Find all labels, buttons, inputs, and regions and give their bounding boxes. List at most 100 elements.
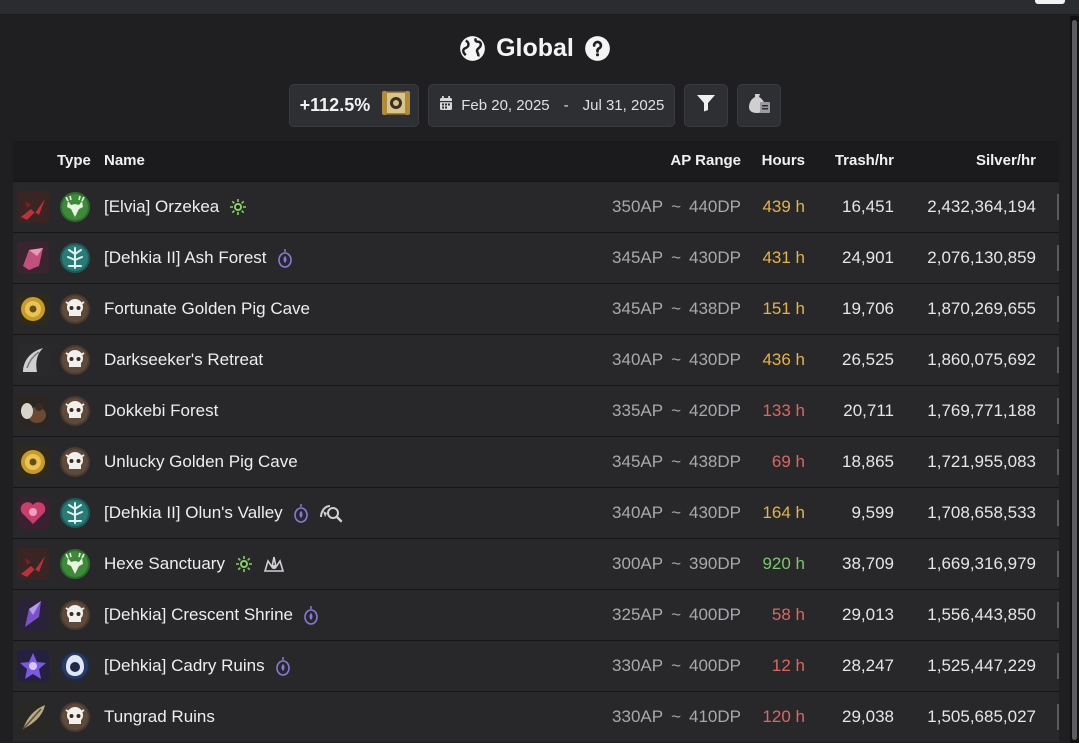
- table-row[interactable]: [Dehkia II] Olun's Valley 340AP ~ 430DP …: [13, 487, 1059, 538]
- table-row[interactable]: Unlucky Golden Pig Cave 345AP ~ 438DP 69…: [13, 436, 1059, 487]
- date-separator: -: [563, 97, 569, 114]
- table-row[interactable]: [Dehkia] Cadry Ruins 330AP ~ 400DP 12 h …: [13, 640, 1059, 691]
- table-row[interactable]: Fortunate Golden Pig Cave 345AP ~ 438DP …: [13, 283, 1059, 334]
- ap-value: 325AP: [612, 605, 664, 624]
- scroll-icon: [380, 88, 412, 123]
- silver-per-hour: 1,669,316,979: [927, 554, 1036, 573]
- feather-icon: [16, 692, 50, 742]
- row-divider: [1057, 347, 1059, 373]
- skull-type-icon: [59, 284, 91, 334]
- dp-value: 400DP: [689, 656, 741, 675]
- green-sun-icon: [229, 198, 247, 216]
- top-bar: [0, 0, 1079, 15]
- date-range-picker[interactable]: Feb 20, 2025 - Jul 31, 2025: [428, 84, 676, 127]
- silver-per-hour: 1,556,443,850: [927, 605, 1036, 624]
- ap-range: 340AP ~ 430DP: [612, 335, 741, 385]
- hours-value: 12 h: [771, 656, 805, 675]
- row-divider: [1057, 602, 1059, 628]
- silver-per-hour: 1,708,658,533: [927, 503, 1036, 522]
- spot-name[interactable]: Dokkebi Forest: [104, 386, 218, 436]
- skull-type-icon: [59, 386, 91, 436]
- trash-per-hour: 24,901: [842, 248, 894, 267]
- spot-name-text: Unlucky Golden Pig Cave: [104, 452, 298, 471]
- ap-value: 330AP: [612, 707, 664, 726]
- col-ap-range-header[interactable]: AP Range: [670, 152, 741, 169]
- hours-value: 431 h: [762, 248, 805, 267]
- col-type-header[interactable]: Type: [57, 152, 91, 169]
- spot-name-text: [Dehkia] Cadry Ruins: [104, 656, 265, 675]
- range-separator: ~: [671, 452, 682, 471]
- table-row[interactable]: [Dehkia II] Ash Forest 345AP ~ 430DP 431…: [13, 232, 1059, 283]
- gray-search-icon: [319, 503, 343, 523]
- trash-per-hour: 19,706: [842, 299, 894, 318]
- range-separator: ~: [671, 401, 682, 420]
- ap-value: 345AP: [612, 299, 664, 318]
- dp-value: 430DP: [689, 350, 741, 369]
- spot-name-text: Hexe Sanctuary: [104, 554, 225, 573]
- spot-name-text: [Dehkia] Crescent Shrine: [104, 605, 293, 624]
- table-row[interactable]: Tungrad Ruins 330AP ~ 410DP 120 h 29,038…: [13, 691, 1059, 742]
- menu-button[interactable]: [1035, 0, 1065, 4]
- trash-per-hour: 9,599: [851, 503, 894, 522]
- skull-type-icon: [59, 335, 91, 385]
- table-row[interactable]: Darkseeker's Retreat 340AP ~ 430DP 436 h…: [13, 334, 1059, 385]
- ap-range: 340AP ~ 430DP: [612, 488, 741, 538]
- trash-per-hour: 18,865: [842, 452, 894, 471]
- dp-value: 410DP: [689, 707, 741, 726]
- spot-name[interactable]: [Dehkia] Crescent Shrine: [104, 590, 319, 640]
- dp-value: 400DP: [689, 605, 741, 624]
- purple-lantern-icon: [277, 248, 293, 268]
- spot-name[interactable]: Unlucky Golden Pig Cave: [104, 437, 298, 487]
- trash-per-hour: 29,013: [842, 605, 894, 624]
- spot-name[interactable]: [Elvia] Orzekea: [104, 182, 247, 232]
- col-name-header[interactable]: Name: [104, 152, 145, 169]
- row-divider: [1057, 500, 1059, 526]
- ap-range: 350AP ~ 440DP: [612, 182, 741, 232]
- table-row[interactable]: Hexe Sanctuary 300AP ~ 390DP 920 h 38,70…: [13, 538, 1059, 589]
- hours-value: 69 h: [771, 452, 805, 471]
- purple-shard-icon: [16, 590, 50, 640]
- row-divider: [1057, 704, 1059, 730]
- table-row[interactable]: Dokkebi Forest 335AP ~ 420DP 133 h 20,71…: [13, 385, 1059, 436]
- scrollbar[interactable]: [1070, 16, 1079, 743]
- spot-name[interactable]: Hexe Sanctuary: [104, 539, 285, 589]
- ap-value: 345AP: [612, 452, 664, 471]
- loot-bag-button[interactable]: [737, 84, 782, 127]
- table-row[interactable]: [Elvia] Orzekea 350AP ~ 440DP 439 h 16,4…: [13, 181, 1059, 232]
- bonus-button[interactable]: +112.5%: [288, 84, 420, 127]
- hours-value: 164 h: [762, 503, 805, 522]
- ap-range: 330AP ~ 410DP: [612, 692, 741, 742]
- spot-name[interactable]: [Dehkia II] Ash Forest: [104, 233, 293, 283]
- row-divider: [1057, 245, 1059, 271]
- dp-value: 438DP: [689, 299, 741, 318]
- help-icon[interactable]: [584, 35, 611, 62]
- brown-pouch-icon: [16, 386, 50, 436]
- dp-value: 390DP: [689, 554, 741, 573]
- date-start: Feb 20, 2025: [461, 97, 550, 114]
- spot-name-text: [Dehkia II] Olun's Valley: [104, 503, 283, 522]
- trash-per-hour: 38,709: [842, 554, 894, 573]
- row-divider: [1057, 296, 1059, 322]
- loot-bag-icon: [746, 90, 772, 121]
- col-hours-header[interactable]: Hours: [761, 152, 805, 169]
- spot-name[interactable]: Tungrad Ruins: [104, 692, 215, 742]
- table-row[interactable]: [Dehkia] Crescent Shrine 325AP ~ 400DP 5…: [13, 589, 1059, 640]
- skull-type-icon: [59, 590, 91, 640]
- purple-lantern-icon: [303, 605, 319, 625]
- spot-name[interactable]: [Dehkia II] Olun's Valley: [104, 488, 343, 538]
- ap-range: 330AP ~ 400DP: [612, 641, 741, 691]
- spot-name[interactable]: Darkseeker's Retreat: [104, 335, 263, 385]
- ap-value: 300AP: [612, 554, 664, 573]
- deer-type-icon: [59, 539, 91, 589]
- ap-value: 340AP: [612, 350, 664, 369]
- range-separator: ~: [671, 605, 682, 624]
- filter-button[interactable]: [684, 84, 729, 127]
- silver-per-hour: 1,870,269,655: [927, 299, 1036, 318]
- col-trash-header[interactable]: Trash/hr: [834, 152, 894, 169]
- spot-name[interactable]: Fortunate Golden Pig Cave: [104, 284, 310, 334]
- spot-name[interactable]: [Dehkia] Cadry Ruins: [104, 641, 291, 691]
- globe-icon: [459, 35, 486, 62]
- col-silver-header[interactable]: Silver/hr: [975, 152, 1036, 169]
- scrollbar-thumb[interactable]: [1072, 20, 1077, 740]
- silver-per-hour: 1,860,075,692: [927, 350, 1036, 369]
